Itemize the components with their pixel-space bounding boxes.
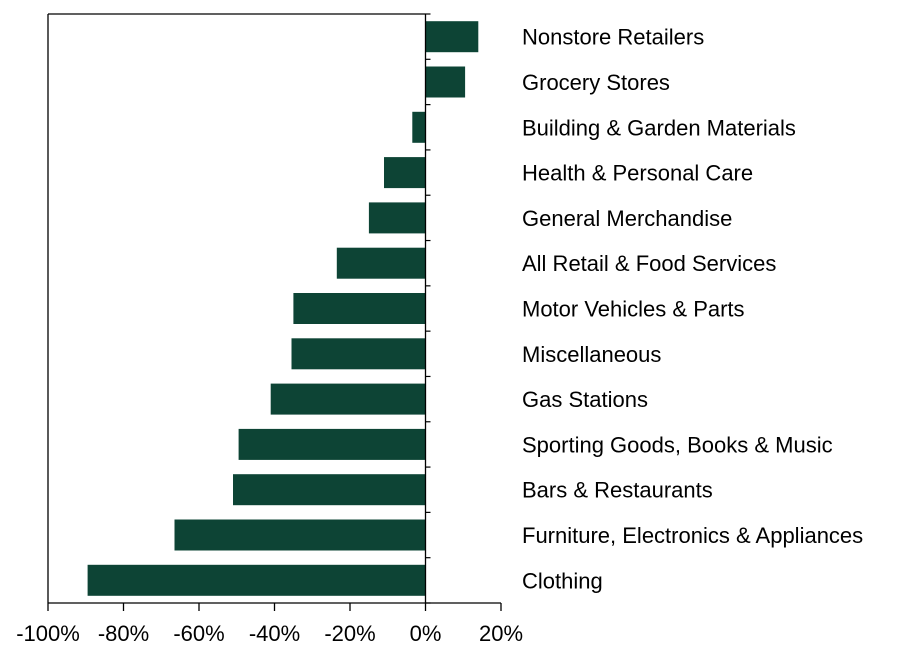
category-label-3: Health & Personal Care [522, 161, 753, 186]
bar-8 [270, 383, 426, 415]
category-label-10: Bars & Restaurants [522, 478, 713, 503]
bar-9 [238, 428, 426, 460]
category-label-9: Sporting Goods, Books & Music [522, 432, 833, 457]
category-label-1: Grocery Stores [522, 70, 670, 95]
bar-11 [174, 519, 426, 551]
bars-layer [87, 21, 479, 596]
category-label-12: Clothing [522, 568, 603, 593]
x-tick-label-5: 0% [410, 621, 442, 646]
category-label-5: All Retail & Food Services [522, 251, 776, 276]
bar-7 [291, 338, 426, 370]
axes-layer [47, 13, 502, 611]
category-label-0: Nonstore Retailers [522, 25, 704, 50]
x-tick-label-0: -100% [16, 621, 80, 646]
bar-12 [87, 564, 426, 596]
category-label-11: Furniture, Electronics & Appliances [522, 523, 863, 548]
x-tick-label-3: -40% [249, 621, 300, 646]
category-label-6: Motor Vehicles & Parts [522, 297, 745, 322]
bar-0 [425, 21, 479, 53]
bar-4 [368, 202, 426, 234]
bar-2 [412, 111, 426, 143]
x-tick-label-1: -80% [98, 621, 149, 646]
bar-3 [384, 157, 426, 189]
bar-5 [336, 247, 426, 279]
bar-10 [233, 474, 426, 506]
category-label-4: General Merchandise [522, 206, 732, 231]
bar-6 [293, 293, 426, 324]
labels-layer: Nonstore Retailers Grocery Stores Building… [16, 25, 863, 646]
category-label-2: Building & Garden Materials [522, 115, 796, 140]
x-tick-label-4: -20% [324, 621, 375, 646]
x-tick-label-2: -60% [173, 621, 224, 646]
category-label-7: Miscellaneous [522, 342, 661, 367]
category-label-8: Gas Stations [522, 387, 648, 412]
x-tick-label-6: 20% [479, 621, 523, 646]
bar-1 [425, 66, 466, 98]
